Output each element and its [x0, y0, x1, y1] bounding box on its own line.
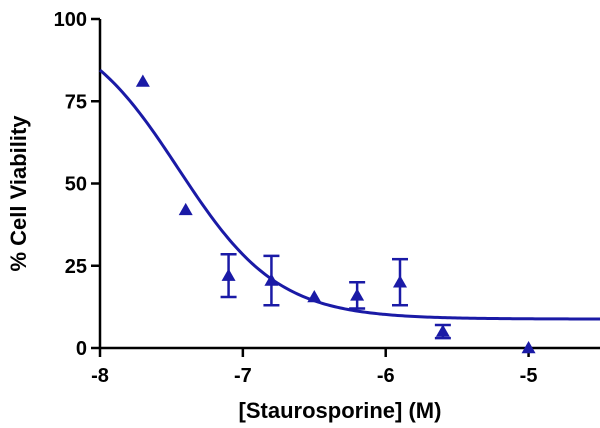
- data-point: [178, 202, 193, 216]
- data-point: [307, 290, 322, 303]
- y-tick-label: 75: [65, 91, 87, 113]
- data-point: [521, 341, 536, 354]
- x-tick-label: -8: [91, 365, 109, 387]
- y-tick-label: 50: [65, 174, 87, 196]
- y-axis-title: % Cell Viability: [6, 115, 31, 272]
- x-tick-label: -7: [234, 365, 252, 387]
- fit-curve: [99, 68, 600, 321]
- y-tick-label: 0: [76, 338, 87, 360]
- data-point: [435, 324, 450, 337]
- x-axis-title: [Staurosporine] (M): [239, 398, 442, 423]
- y-axis: 0 25 50 75 100: [54, 9, 102, 360]
- data-point: [135, 74, 150, 87]
- plot-area: [99, 68, 600, 354]
- data-point: [350, 288, 365, 301]
- x-tick-label: -6: [377, 365, 395, 387]
- data-point: [264, 273, 279, 286]
- x-tick-label: -5: [520, 365, 538, 387]
- data-point: [393, 275, 407, 288]
- data-point: [221, 268, 236, 281]
- y-tick-label: 25: [65, 256, 87, 278]
- x-axis: -8 -7 -6 -5: [91, 346, 600, 387]
- y-tick-label: 100: [54, 9, 87, 31]
